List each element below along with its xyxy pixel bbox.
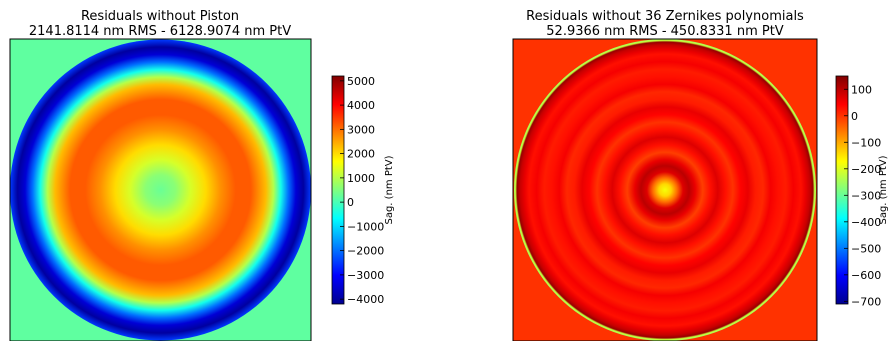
panel1-colorbar-label: Sag. (nm PtV)	[384, 155, 395, 224]
colorbar-tick-label: −600	[851, 269, 881, 282]
colorbar-tick-label: 100	[851, 83, 872, 96]
colorbar-tick-label: 3000	[347, 123, 375, 136]
colorbar-tick-label: −500	[851, 242, 881, 255]
colorbar-tick-label: −300	[851, 189, 881, 202]
colorbar-tick-label: 1000	[347, 172, 375, 185]
panel1-title: Residuals without Piston	[81, 9, 239, 24]
panel2-colorbar-label: Sag. (nm PtV)	[878, 155, 889, 224]
panel1-heatmap	[10, 39, 311, 341]
colorbar-tick-label: −4000	[347, 293, 384, 306]
colorbar-tick-label: −3000	[347, 269, 384, 282]
colorbar-tick-label: 2000	[347, 148, 375, 161]
panel2-colorbar-gradient	[835, 75, 849, 305]
colorbar-tick-label: −400	[851, 216, 881, 229]
colorbar-tick-label: 0	[347, 196, 354, 209]
panel-residuals-without-piston: Residuals without Piston 2141.8114 nm RM…	[9, 9, 395, 342]
panel1-disc	[10, 39, 311, 341]
panel1-colorbar: 5000 4000 3000 2000 1000 0 −1000 −2000 −3000 −400…	[331, 75, 395, 306]
colorbar-tick-label: −1000	[347, 220, 384, 233]
colorbar-tick-label: −700	[851, 295, 881, 308]
colorbar-tick-label: 5000	[347, 75, 375, 88]
colorbar-tick-label: 0	[851, 110, 858, 123]
panel2-title: Residuals without 36 Zernikes polynomial…	[526, 9, 804, 24]
panel2-heatmap	[513, 39, 817, 341]
colorbar-tick-label: 4000	[347, 99, 375, 112]
panel2-disc	[514, 39, 816, 341]
colorbar-tick-label: −100	[851, 136, 881, 149]
colorbar-tick-label: −200	[851, 163, 881, 176]
colorbar-tick-label: −2000	[347, 245, 384, 258]
panel1-colorbar-gradient	[331, 75, 345, 305]
panel1-subtitle: 2141.8114 nm RMS - 6128.9074 nm PtV	[29, 24, 291, 39]
panel-residuals-without-36-zernikes: Residuals without 36 Zernikes polynomial…	[512, 9, 889, 342]
panel2-subtitle: 52.9366 nm RMS - 450.8331 nm PtV	[546, 24, 784, 39]
panel2-colorbar: 100 0 −100 −200 −300 −400 −500 −600 −700 Sag. (n…	[835, 75, 889, 308]
